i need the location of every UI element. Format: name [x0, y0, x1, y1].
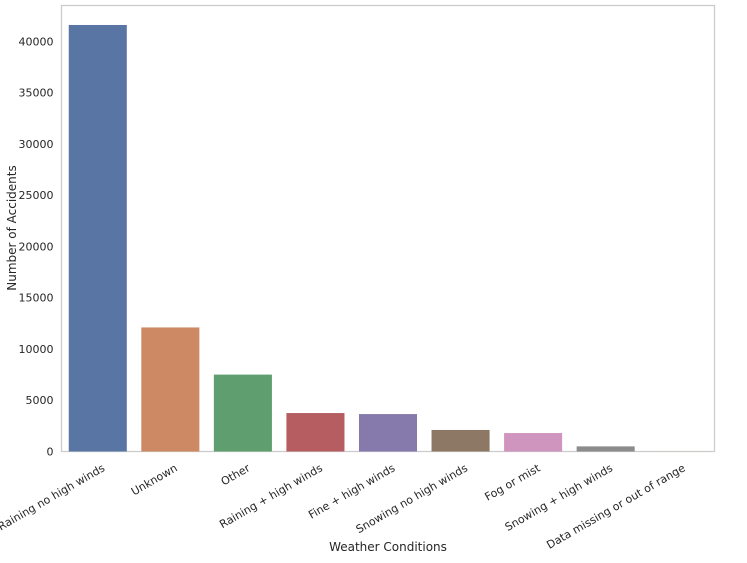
x-tick-label: Unknown	[129, 462, 180, 499]
bar-snowing-high-winds	[577, 446, 635, 451]
bar-other	[214, 375, 272, 452]
y-tick-label: 0	[47, 446, 54, 459]
y-tick-label: 35000	[19, 87, 54, 100]
y-tick-label: 15000	[19, 292, 54, 305]
bar-snowing-no-high-winds	[432, 430, 490, 452]
x-axis-title: Weather Conditions	[329, 540, 447, 554]
x-tick-label: Other	[219, 461, 253, 488]
bar-raining-high-winds	[286, 413, 344, 451]
y-tick-label: 5000	[26, 394, 54, 407]
bar-fine-high-winds	[359, 414, 417, 451]
y-axis-ticks: 0 5000 10000 15000 20000 25000 30000 35000 40000	[19, 35, 54, 458]
x-tick-label: Raining no high winds	[0, 461, 107, 533]
y-axis-title: Number of Accidents	[5, 165, 19, 291]
bar-fog-or-mist	[504, 433, 562, 451]
bars-group	[69, 25, 707, 452]
x-tick-label: Data missing or out of range	[544, 461, 687, 551]
y-tick-label: 20000	[19, 240, 54, 253]
y-tick-label: 25000	[19, 189, 54, 202]
y-tick-label: 10000	[19, 343, 54, 356]
bar-unknown	[141, 327, 199, 451]
y-tick-label: 30000	[19, 138, 54, 151]
x-tick-label: Fog or mist	[483, 461, 544, 503]
bar-raining-no-high-winds	[69, 25, 127, 452]
y-tick-label: 40000	[19, 35, 54, 48]
